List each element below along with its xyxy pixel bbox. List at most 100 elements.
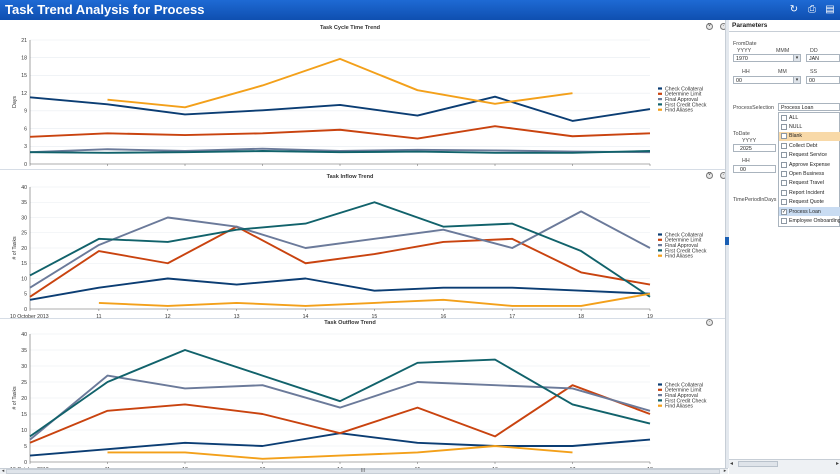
process-checkbox[interactable] bbox=[781, 170, 787, 177]
process-checkbox[interactable] bbox=[781, 142, 787, 149]
process-checkbox[interactable] bbox=[781, 161, 787, 168]
process-checkbox[interactable] bbox=[781, 114, 787, 121]
process-item-collect-debt[interactable]: Collect Debt bbox=[779, 141, 840, 150]
to-year-select[interactable]: 2025 bbox=[733, 144, 776, 152]
legend-label: Determine Limit bbox=[665, 238, 702, 244]
process-item-label: Blank bbox=[789, 133, 802, 140]
y-tick-label: 21 bbox=[21, 38, 27, 44]
collapse-icon[interactable]: ˅ bbox=[706, 23, 713, 30]
process-item-label: Request Travel bbox=[789, 180, 824, 187]
series-line-determine-limit[interactable] bbox=[29, 225, 651, 298]
from-ss-value: 00 bbox=[809, 78, 815, 84]
series-line-first-credit-check[interactable] bbox=[29, 150, 651, 154]
process-item-employee-onboarding[interactable]: Employee Onboarding bbox=[779, 216, 840, 225]
main-scroll-thumb[interactable]: III bbox=[6, 469, 720, 474]
chevron-down-icon[interactable]: ▾ bbox=[793, 55, 800, 61]
series-line-find-aliases[interactable] bbox=[107, 445, 573, 460]
scroll-left-icon[interactable]: ◂ bbox=[1, 468, 5, 474]
x-tick-label: 12 bbox=[165, 314, 171, 318]
scroll-right-icon[interactable]: ▸ bbox=[835, 461, 839, 467]
from-ss-select[interactable]: 00 bbox=[806, 76, 840, 84]
process-checkbox[interactable] bbox=[781, 189, 787, 196]
x-tick-label: 11 bbox=[96, 314, 101, 318]
process-item-approve-expense[interactable]: Approve Expense bbox=[779, 160, 840, 169]
series-line-find-aliases[interactable] bbox=[107, 57, 573, 109]
process-item-request-quote[interactable]: Request Quote bbox=[779, 198, 840, 207]
process-item-blank[interactable]: Blank bbox=[779, 131, 840, 142]
refresh-icon[interactable]: ↻ bbox=[789, 4, 799, 15]
main-horizontal-scrollbar[interactable]: ◂ III ▸ bbox=[0, 468, 728, 474]
from-dd-header: DD bbox=[810, 48, 818, 54]
series-line-final-approval[interactable] bbox=[29, 374, 651, 441]
series-line-first-credit-check[interactable] bbox=[29, 201, 651, 298]
from-date-label: FromDate bbox=[733, 41, 757, 47]
scroll-right-icon[interactable]: ▸ bbox=[723, 468, 727, 474]
from-month-select[interactable]: JAN bbox=[806, 54, 840, 62]
series-line-check-collateral[interactable] bbox=[29, 95, 651, 122]
cycle-time-panel-controls: ˅ · bbox=[706, 23, 727, 30]
title-bar: Task Trend Analysis for Process ↻ ⎙ ▤ bbox=[0, 0, 840, 20]
process-list[interactable]: ALL NULL Blank Collect Debt Request Service A… bbox=[778, 112, 840, 227]
legend-label: Check Collateral bbox=[665, 232, 703, 238]
series-line-check-collateral[interactable] bbox=[29, 277, 651, 301]
panel-divider bbox=[0, 169, 728, 170]
y-tick-label: 20 bbox=[21, 396, 27, 402]
y-tick-label: 15 bbox=[21, 261, 27, 267]
parameters-scroll-thumb[interactable] bbox=[738, 461, 778, 467]
export-icon[interactable]: ▤ bbox=[825, 4, 835, 15]
task-inflow-trend-chart: Task Inflow Trend 0 5 10 15 20 25 30 35 40 # of Ta… bbox=[10, 174, 707, 318]
process-select[interactable]: Process Loan bbox=[778, 103, 840, 111]
process-item-label: Request Quote bbox=[789, 199, 824, 206]
process-item-request-travel[interactable]: Request Travel bbox=[779, 179, 840, 188]
series-line-determine-limit[interactable] bbox=[29, 125, 651, 140]
process-item-report-incident[interactable]: Report Incident bbox=[779, 188, 840, 197]
y-tick-label: 0 bbox=[24, 460, 27, 466]
process-item-label: NULL bbox=[789, 123, 803, 130]
chevron-down-icon[interactable]: ▾ bbox=[793, 77, 800, 83]
process-item-process-loan[interactable]: ✓ Process Loan bbox=[779, 207, 840, 217]
process-checkbox[interactable] bbox=[781, 133, 787, 140]
process-checkbox[interactable] bbox=[781, 199, 787, 206]
y-tick-label: 0 bbox=[24, 162, 27, 168]
legend-label: Find Aliases bbox=[665, 254, 693, 260]
cycle-time-panel: Task Cycle Time Trend036912151821Days10 … bbox=[0, 20, 728, 169]
legend-label: First Credit Check bbox=[665, 398, 707, 404]
parameters-title: Parameters bbox=[732, 22, 768, 29]
y-tick-label: 20 bbox=[21, 246, 27, 252]
outflow-panel: Task Outflow Trend 0 5 10 15 20 25 30 35 40 # of T… bbox=[0, 319, 728, 468]
legend-swatch bbox=[658, 98, 662, 101]
process-checkbox[interactable] bbox=[781, 152, 787, 159]
series-line-determine-limit[interactable] bbox=[29, 384, 651, 444]
process-item-open-business[interactable]: Open Business bbox=[779, 169, 840, 178]
series-line-final-approval[interactable] bbox=[29, 210, 651, 289]
x-tick-label: 19 bbox=[647, 314, 653, 318]
to-hh-select[interactable]: 00 bbox=[733, 165, 776, 173]
series-line-find-aliases[interactable] bbox=[98, 292, 651, 307]
legend-label: First Credit Check bbox=[665, 248, 707, 254]
y-tick-label: 35 bbox=[21, 200, 27, 206]
process-checkbox[interactable] bbox=[781, 123, 787, 130]
process-checkbox[interactable]: ✓ bbox=[781, 208, 787, 215]
charts-area: Task Cycle Time Trend 0 3 6 9 12 15 18 21 Days 10 … bbox=[0, 20, 728, 468]
to-hh-header: HH bbox=[742, 158, 750, 164]
series-line-final-approval[interactable] bbox=[29, 147, 651, 154]
from-year-select[interactable]: 1970 ▾ bbox=[733, 54, 801, 62]
process-checkbox[interactable] bbox=[781, 180, 787, 187]
inflow-panel-controls: ˅ · bbox=[706, 172, 727, 179]
scroll-left-icon[interactable]: ◂ bbox=[730, 461, 734, 467]
y-tick-label: 3 bbox=[24, 144, 27, 150]
expand-arrow-icon[interactable] bbox=[725, 237, 729, 245]
series-line-first-credit-check[interactable] bbox=[29, 349, 651, 438]
collapse-icon[interactable]: ˅ bbox=[706, 172, 713, 179]
process-checkbox[interactable] bbox=[781, 217, 787, 224]
parameters-scrollbar[interactable]: ◂ ▸ bbox=[729, 459, 840, 468]
from-hh-select[interactable]: 00 ▾ bbox=[733, 76, 801, 84]
process-item-all[interactable]: ALL bbox=[779, 113, 840, 122]
x-tick-label: 18 bbox=[578, 314, 584, 318]
print-icon[interactable]: ⎙ bbox=[808, 4, 816, 15]
process-item-null[interactable]: NULL bbox=[779, 122, 840, 131]
to-yyyy-header: YYYY bbox=[742, 138, 757, 144]
y-tick-label: 25 bbox=[21, 231, 27, 237]
process-item-request-service[interactable]: Request Service bbox=[779, 151, 840, 160]
settings-icon[interactable]: · bbox=[706, 319, 713, 326]
